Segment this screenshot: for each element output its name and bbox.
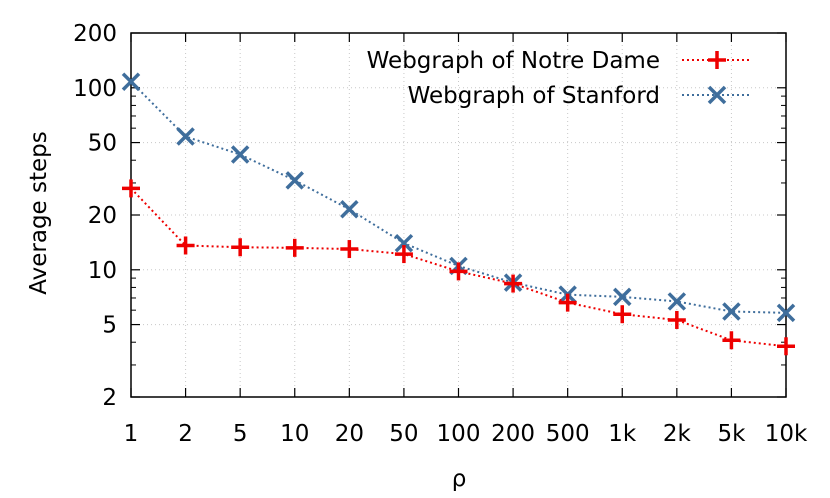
data-point <box>231 238 250 257</box>
data-point <box>176 127 195 146</box>
data-point <box>230 145 250 164</box>
y-tick-label: 50 <box>88 131 117 157</box>
axes <box>130 32 787 398</box>
x-tick-label: 20 <box>335 421 364 447</box>
data-point <box>394 245 413 264</box>
x-tick-label: 5k <box>717 421 746 447</box>
data-point <box>449 262 468 281</box>
legend-marker <box>708 51 726 69</box>
data-point <box>340 240 359 259</box>
x-tick-label: 1 <box>124 421 139 447</box>
x-tick-label: 50 <box>389 421 418 447</box>
x-tick-label: 5 <box>233 421 248 447</box>
x-tick-label: 2k <box>663 421 692 447</box>
data-point <box>340 200 359 219</box>
data-point <box>121 72 141 91</box>
data-point <box>558 293 577 312</box>
data-point <box>122 179 140 198</box>
series-group <box>121 72 796 356</box>
x-axis-label: ρ <box>452 466 467 492</box>
legend-label: Webgraph of Notre Dame <box>367 48 660 74</box>
legend-marker <box>707 85 727 105</box>
legend-label: Webgraph of Stanford <box>408 83 660 109</box>
data-point <box>722 331 741 350</box>
x-tick-label: 100 <box>437 421 481 447</box>
x-tick-label: 500 <box>546 421 590 447</box>
data-point <box>394 233 414 253</box>
data-point <box>667 310 686 329</box>
data-point <box>667 292 687 311</box>
y-tick-label: 20 <box>88 203 117 229</box>
data-point <box>613 305 632 324</box>
data-point <box>285 238 304 257</box>
y-tick-label: 200 <box>73 21 117 47</box>
y-tick-label: 5 <box>102 313 117 339</box>
data-point <box>176 236 195 255</box>
data-point <box>285 171 304 190</box>
data-point <box>504 274 523 293</box>
x-tick-label: 200 <box>491 421 535 447</box>
legend-entry: Webgraph of Stanford <box>408 83 752 109</box>
x-tick-label: 10k <box>765 421 808 447</box>
y-tick-label: 2 <box>102 385 117 411</box>
data-point <box>777 337 795 356</box>
data-point <box>722 302 741 321</box>
y-tick-label: 100 <box>73 76 117 102</box>
grid <box>131 33 786 397</box>
legend-entry: Webgraph of Notre Dame <box>367 48 752 74</box>
legend: Webgraph of Notre Dame Webgraph of Stanfo… <box>367 48 752 109</box>
data-point <box>776 303 796 323</box>
x-tick-label: 2 <box>178 421 193 447</box>
y-tick-label: 10 <box>88 258 117 284</box>
data-point <box>613 287 632 307</box>
x-tick-label: 10 <box>280 421 309 447</box>
y-axis-label: Average steps <box>26 131 52 295</box>
series-0 <box>122 179 795 356</box>
x-tick-label: 1k <box>608 421 637 447</box>
